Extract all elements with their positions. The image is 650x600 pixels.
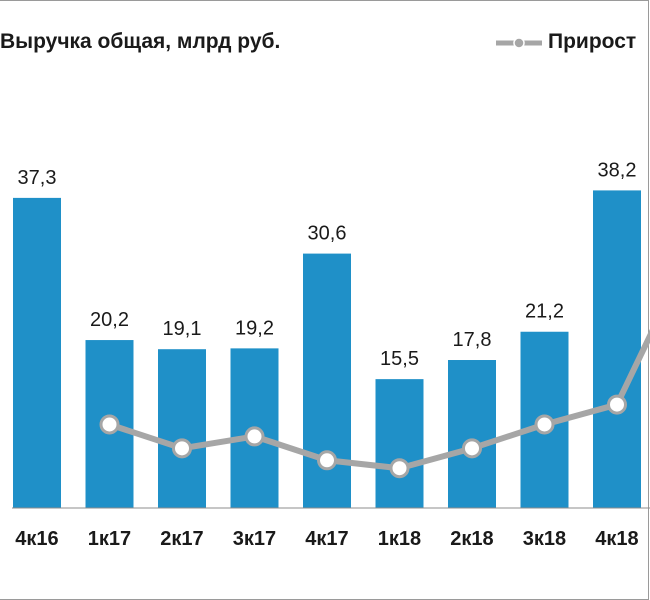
legend-label-growth: Прирост <box>548 30 637 53</box>
x-tick-label: 4к18 <box>595 528 638 550</box>
data-label: 15,5 <box>380 348 419 370</box>
data-label: 30,6 <box>308 223 347 245</box>
growth-point <box>462 438 482 459</box>
x-tick-label: 1к18 <box>378 528 421 550</box>
growth-point <box>607 394 627 415</box>
data-label: 19,1 <box>163 318 202 340</box>
data-label: 20,2 <box>90 309 129 331</box>
x-tick-label: 4к17 <box>305 528 348 550</box>
bar <box>593 190 641 508</box>
growth-point <box>534 414 555 435</box>
data-label: 17,8 <box>453 329 492 351</box>
growth-point <box>389 458 410 479</box>
data-label: 38,2 <box>598 159 637 181</box>
bar <box>158 349 206 508</box>
x-tick-label: 3к17 <box>233 528 276 550</box>
growth-point <box>99 414 120 435</box>
chart-title: Выручка общая, млрд руб. <box>0 30 281 53</box>
bar <box>448 360 496 508</box>
x-tick-label: 3к18 <box>523 528 566 550</box>
data-label: 37,3 <box>18 167 57 189</box>
x-tick-label: 2к17 <box>160 528 203 550</box>
bar <box>375 379 424 508</box>
x-tick-label: 1к17 <box>88 528 131 550</box>
data-label: 19,2 <box>235 317 274 339</box>
x-tick-label: 4к16 <box>15 528 58 550</box>
x-tick-label: 2к18 <box>450 528 493 550</box>
growth-point <box>244 426 265 447</box>
growth-point <box>317 450 337 471</box>
legend-line-marker-icon <box>496 37 542 49</box>
data-label: 21,2 <box>525 301 564 323</box>
bar <box>13 197 61 509</box>
growth-point <box>172 438 192 459</box>
